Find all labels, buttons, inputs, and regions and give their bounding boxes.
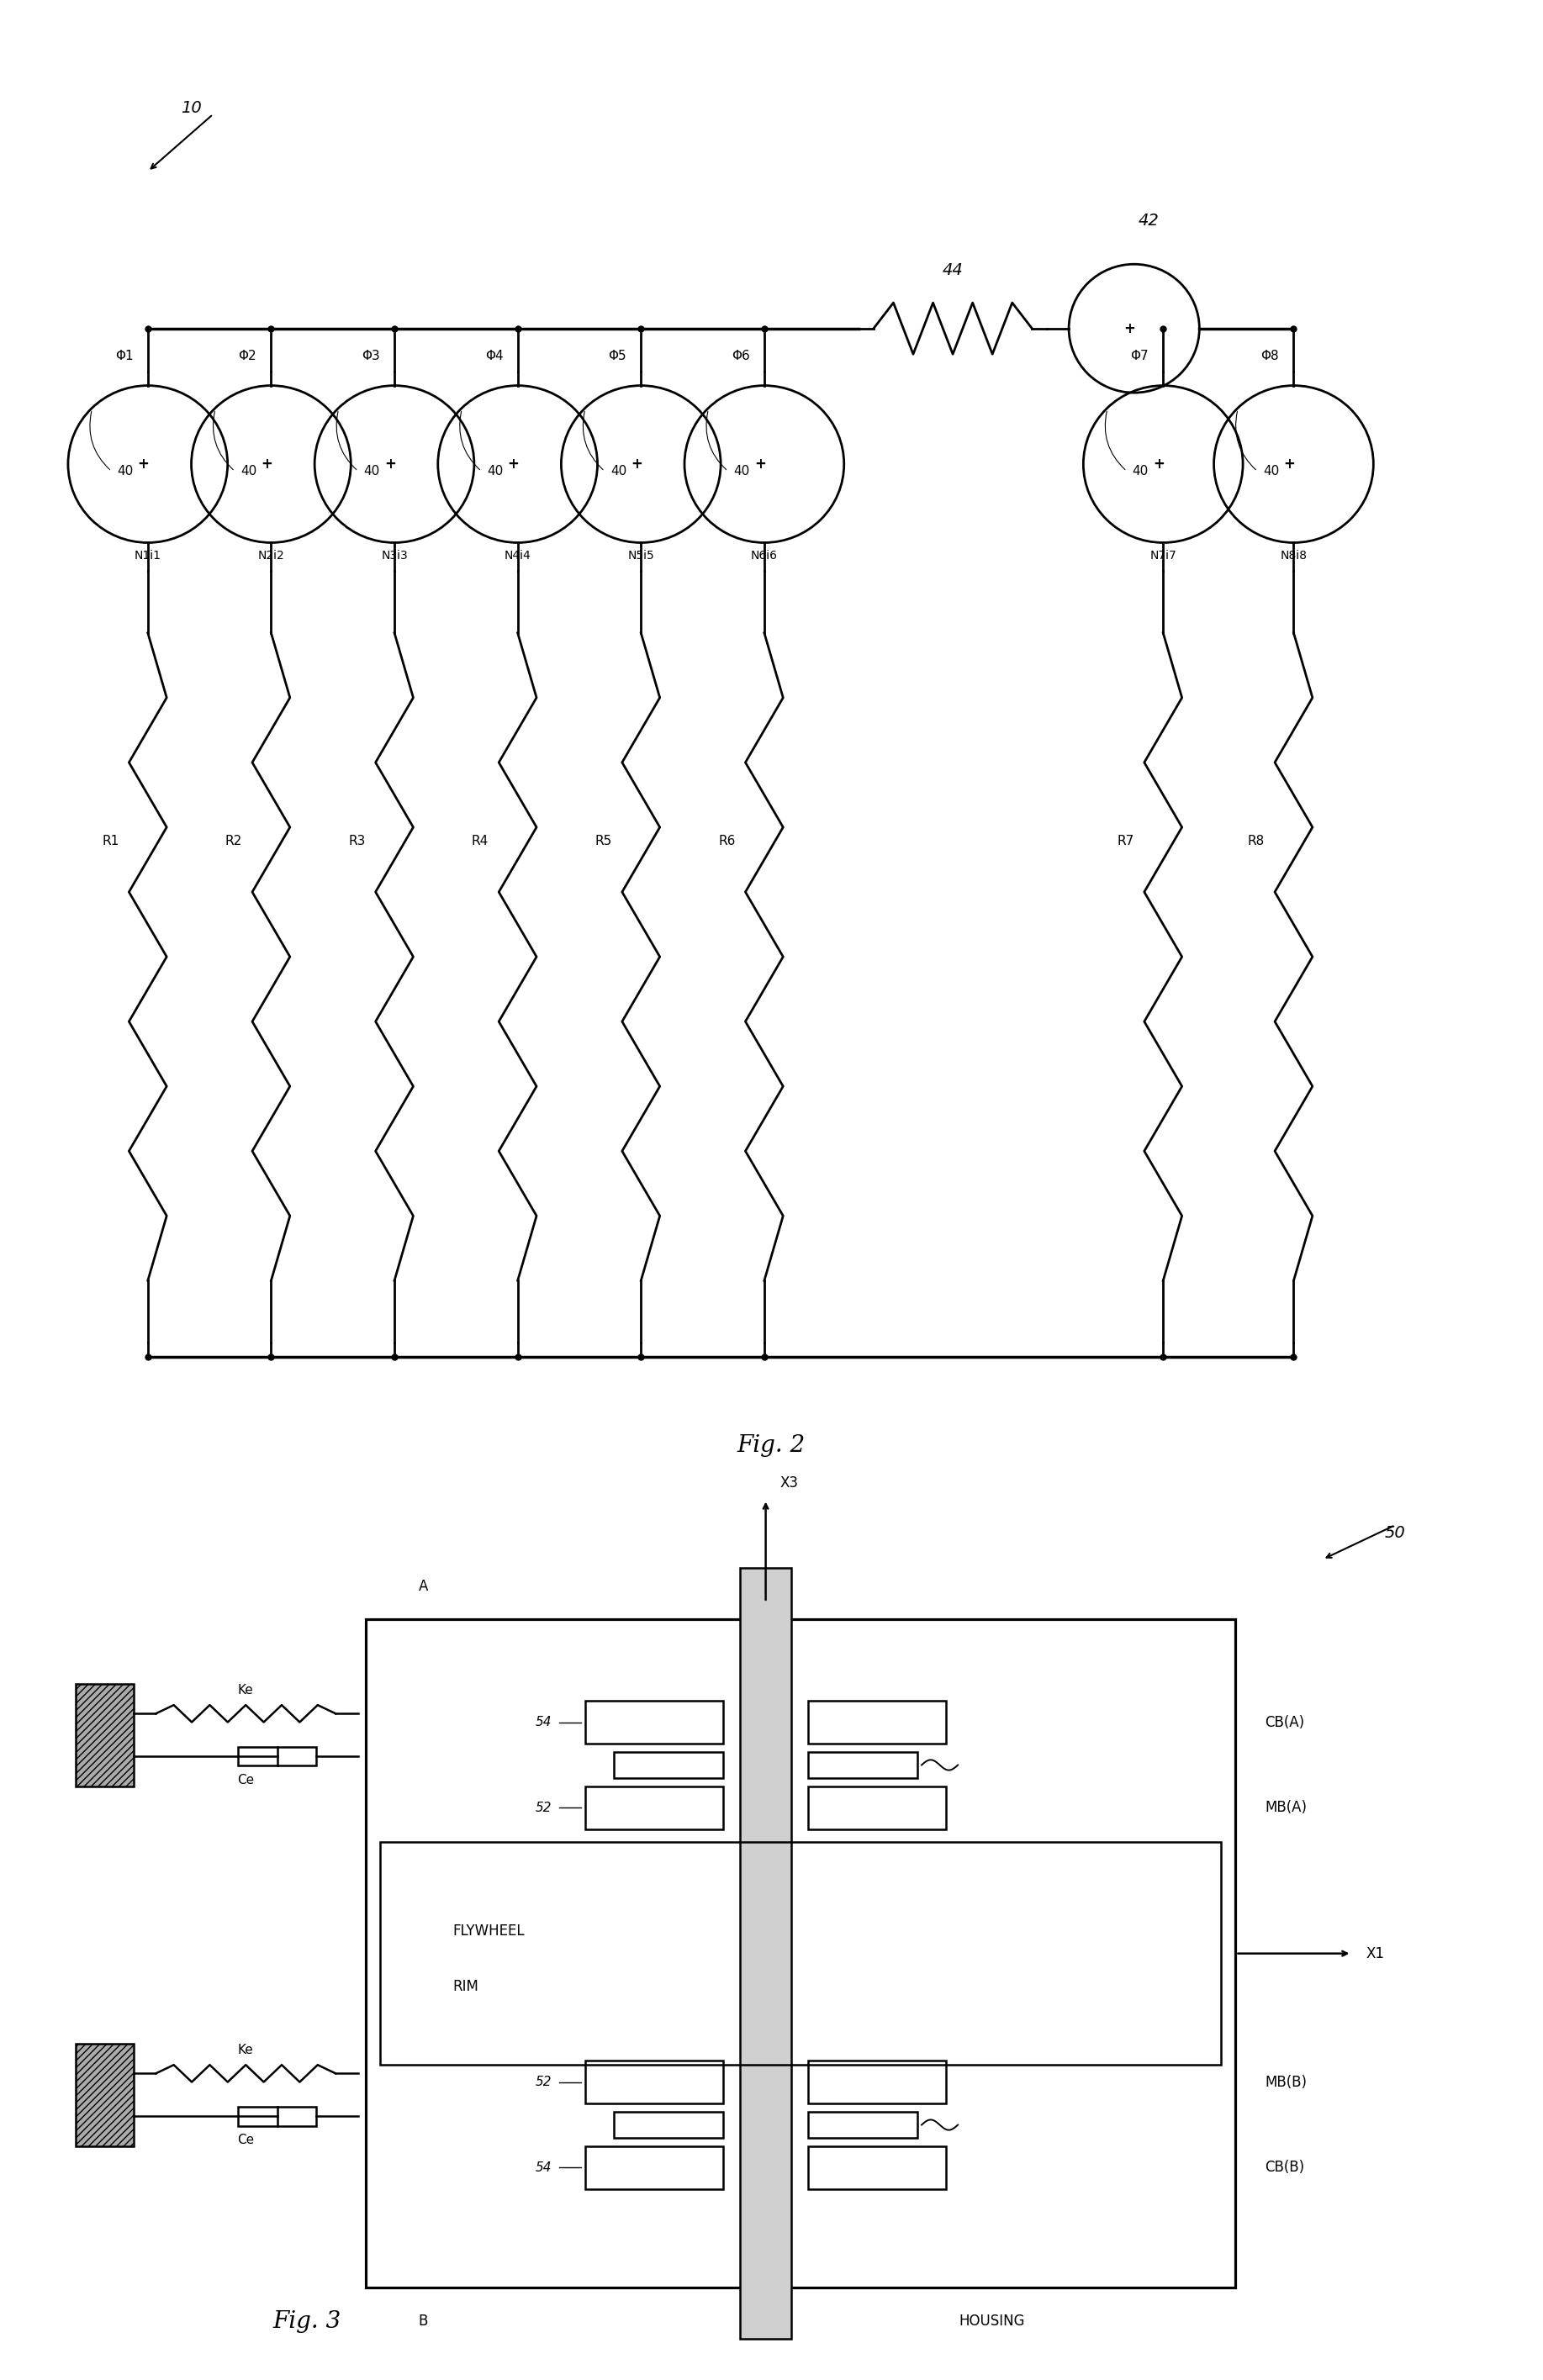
Text: 40: 40 — [1133, 464, 1148, 478]
Text: 54: 54 — [535, 2161, 552, 2173]
Text: 40: 40 — [1264, 464, 1279, 478]
Text: +: + — [755, 457, 765, 471]
Text: R6: R6 — [717, 835, 734, 847]
Text: R5: R5 — [596, 835, 613, 847]
Text: 40: 40 — [241, 464, 256, 478]
Bar — [809, 2061, 946, 2104]
Text: R7: R7 — [1117, 835, 1134, 847]
Text: Φ8: Φ8 — [1261, 350, 1279, 362]
Text: +: + — [1153, 457, 1165, 471]
Text: 44: 44 — [943, 262, 963, 278]
Bar — [809, 2147, 946, 2190]
Text: R1: R1 — [102, 835, 119, 847]
Text: CB(A): CB(A) — [1265, 1714, 1304, 1730]
Text: 40: 40 — [611, 464, 626, 478]
Bar — [809, 2111, 917, 2137]
Bar — [585, 2147, 724, 2190]
Bar — [809, 1752, 917, 1778]
Bar — [380, 1842, 1221, 2066]
Text: +: + — [137, 457, 150, 471]
Text: 40: 40 — [364, 464, 380, 478]
Text: MB(A): MB(A) — [1265, 1799, 1307, 1816]
Text: Φ3: Φ3 — [361, 350, 380, 362]
Bar — [585, 1787, 724, 1830]
Text: Ke: Ke — [238, 2044, 253, 2056]
Text: HOUSING: HOUSING — [958, 2313, 1025, 2328]
Text: R3: R3 — [349, 835, 366, 847]
Text: Ke: Ke — [238, 1685, 253, 1697]
Bar — [809, 1702, 946, 1745]
Text: +: + — [508, 457, 518, 471]
Bar — [741, 1568, 792, 2340]
Text: 40: 40 — [733, 464, 750, 478]
Text: N2i2: N2i2 — [258, 550, 284, 562]
Text: N3i3: N3i3 — [381, 550, 407, 562]
Text: R4: R4 — [472, 835, 489, 847]
Text: CB(B): CB(B) — [1265, 2161, 1304, 2175]
Text: Φ1: Φ1 — [116, 350, 133, 362]
Bar — [809, 1787, 946, 1830]
Text: RIM: RIM — [452, 1980, 478, 1994]
Text: Φ5: Φ5 — [608, 350, 626, 362]
Text: N4i4: N4i4 — [505, 550, 531, 562]
Bar — [614, 1752, 724, 1778]
Text: Φ4: Φ4 — [485, 350, 503, 362]
Text: +: + — [1284, 457, 1295, 471]
Text: 54: 54 — [535, 1716, 552, 1728]
Text: 40: 40 — [488, 464, 503, 478]
Text: 10: 10 — [181, 100, 202, 117]
Text: N1i1: N1i1 — [134, 550, 162, 562]
Bar — [238, 1747, 316, 1766]
Text: FLYWHEEL: FLYWHEEL — [452, 1923, 525, 1940]
Text: Fig. 3: Fig. 3 — [273, 2311, 341, 2332]
Text: 42: 42 — [1139, 212, 1159, 228]
Text: N8i8: N8i8 — [1281, 550, 1307, 562]
Text: 50: 50 — [1384, 1526, 1406, 1542]
Text: Ce: Ce — [238, 2132, 255, 2147]
Text: A: A — [418, 1578, 427, 1595]
Bar — [614, 2111, 724, 2137]
Text: Fig. 2: Fig. 2 — [738, 1433, 805, 1457]
Bar — [76, 2044, 133, 2147]
Text: B: B — [418, 2313, 427, 2328]
Bar — [366, 1618, 1236, 2287]
Text: R8: R8 — [1248, 835, 1265, 847]
Text: N5i5: N5i5 — [628, 550, 654, 562]
Text: +: + — [631, 457, 642, 471]
Bar — [76, 1683, 133, 1787]
Text: Φ7: Φ7 — [1131, 350, 1148, 362]
Text: 52: 52 — [535, 2075, 552, 2087]
Text: +: + — [384, 457, 397, 471]
Bar — [585, 2061, 724, 2104]
Text: Φ2: Φ2 — [239, 350, 256, 362]
Text: N6i6: N6i6 — [751, 550, 778, 562]
Text: 40: 40 — [117, 464, 133, 478]
Text: R2: R2 — [225, 835, 242, 847]
Text: N7i7: N7i7 — [1150, 550, 1176, 562]
Text: MB(B): MB(B) — [1265, 2075, 1307, 2090]
Bar — [585, 1702, 724, 1745]
Bar — [238, 2106, 316, 2125]
Text: X1: X1 — [1366, 1947, 1384, 1961]
Text: 52: 52 — [535, 1802, 552, 1814]
Text: X3: X3 — [781, 1476, 799, 1490]
Text: +: + — [1123, 321, 1136, 336]
Text: +: + — [261, 457, 273, 471]
Text: Φ6: Φ6 — [731, 350, 750, 362]
Text: Ce: Ce — [238, 1773, 255, 1785]
